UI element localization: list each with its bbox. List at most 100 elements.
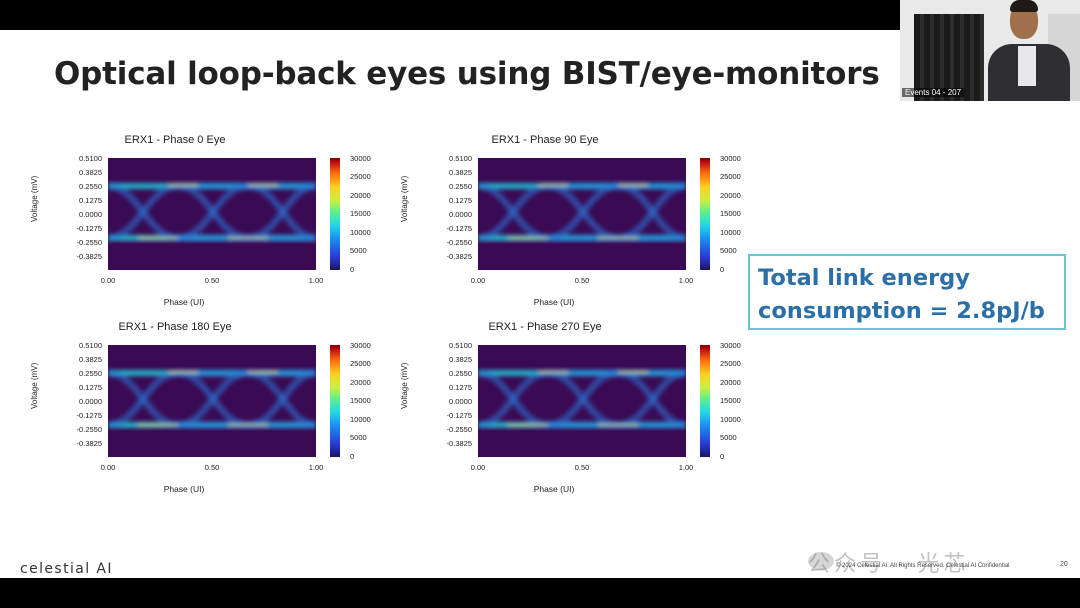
colorbar-tick-label: 30000: [720, 154, 741, 163]
y-tick-label: 0.0000: [449, 210, 472, 219]
colorbar-tick-label: 0: [350, 265, 355, 274]
y-tick-label: 0.2550: [449, 369, 472, 378]
colorbar-tick-label: 15000: [350, 396, 371, 405]
eye-diagram-area: [108, 158, 316, 270]
y-tick-label: -0.3825: [76, 439, 102, 448]
colorbar: [700, 158, 710, 270]
eye-diagram-svg: [108, 369, 316, 429]
footer-copyright: © 2024 Celestial AI. All Rights Reserved…: [836, 563, 1010, 569]
y-tick-label: -0.2550: [76, 425, 102, 434]
eye-diagram-area: [478, 158, 686, 270]
x-tick-label: 0.00: [470, 276, 486, 285]
colorbar: [700, 345, 710, 457]
eye-plot-phase-0: ERX1 - Phase 0 Eye Voltage (mV) 0.5100 0.38…: [30, 134, 394, 314]
y-tick-label: 0.0000: [79, 397, 102, 406]
colorbar-tick-label: 20000: [350, 378, 371, 387]
colorbar-tick-label: 20000: [720, 378, 741, 387]
curtain: [914, 14, 984, 101]
eye-diagram-area: [478, 345, 686, 457]
y-tick-label: -0.2550: [446, 238, 472, 247]
colorbar-tick-label: 25000: [720, 172, 741, 181]
company-logo: celestial AI: [20, 561, 113, 577]
y-tick-label: 0.5100: [449, 341, 472, 350]
y-tick-label: 0.2550: [79, 369, 102, 378]
y-tick-label: -0.1275: [446, 224, 472, 233]
y-tick-label: 0.3825: [449, 168, 472, 177]
colorbar-tick-label: 5000: [350, 433, 367, 442]
colorbar-tick-label: 0: [350, 452, 355, 461]
colorbar-tick-label: 0: [720, 265, 725, 274]
x-tick-label: 0.00: [470, 463, 486, 472]
energy-callout: Total link energy consumption = 2.8pJ/b: [748, 254, 1066, 330]
colorbar-tick-label: 10000: [350, 415, 371, 424]
y-tick-label: 0.3825: [449, 355, 472, 364]
energy-callout-line1: Total link energy: [758, 265, 970, 291]
y-axis-label: Voltage (mV): [30, 362, 39, 409]
y-tick-label: 0.0000: [79, 210, 102, 219]
colorbar-tick-label: 5000: [350, 246, 367, 255]
y-tick-label: 0.0000: [449, 397, 472, 406]
colorbar-tick-label: 5000: [720, 433, 737, 442]
eye-diagram-svg: [478, 369, 686, 429]
colorbar-tick-label: 20000: [350, 191, 371, 200]
plot-title: ERX1 - Phase 270 Eye: [488, 321, 602, 333]
colorbar-tick-label: 15000: [350, 209, 371, 218]
webcam-label: Events 04 - 207: [902, 88, 965, 97]
y-tick-label: -0.1275: [76, 224, 102, 233]
x-axis-label: Phase (UI): [163, 484, 205, 494]
y-tick-label: 0.1275: [79, 383, 102, 392]
colorbar-tick-label: 25000: [350, 359, 371, 368]
y-axis-label: Voltage (mV): [400, 362, 409, 409]
x-tick-label: 1.00: [308, 463, 324, 472]
colorbar-tick-label: 0: [720, 452, 725, 461]
colorbar-tick-label: 15000: [720, 209, 741, 218]
colorbar-tick-label: 10000: [720, 228, 741, 237]
y-tick-label: -0.2550: [76, 238, 102, 247]
y-tick-label: 0.2550: [449, 182, 472, 191]
presenter-shirt: [1018, 46, 1036, 86]
colorbar: [330, 345, 340, 457]
colorbar-tick-label: 10000: [350, 228, 371, 237]
colorbar-tick-label: 10000: [720, 415, 741, 424]
y-tick-label: 0.1275: [449, 383, 472, 392]
y-tick-label: 0.5100: [449, 154, 472, 163]
eye-diagram-svg: [478, 182, 686, 242]
colorbar-tick-label: 25000: [350, 172, 371, 181]
slide-title: Optical loop-back eyes using BIST/eye-mo…: [54, 56, 880, 92]
y-tick-label: 0.5100: [79, 341, 102, 350]
colorbar: [330, 158, 340, 270]
x-axis-label: Phase (UI): [533, 484, 575, 494]
eye-plot-phase-270: ERX1 - Phase 270 Eye Voltage (mV) 0.5100 0.…: [400, 321, 764, 501]
x-tick-label: 0.50: [204, 276, 220, 285]
colorbar-tick-label: 20000: [720, 191, 741, 200]
x-tick-label: 0.50: [574, 463, 590, 472]
x-tick-label: 0.00: [100, 463, 116, 472]
x-axis-label: Phase (UI): [533, 297, 575, 307]
y-axis-label: Voltage (mV): [400, 175, 409, 222]
webcam-overlay: Events 04 - 207: [900, 0, 1080, 101]
eye-plot-phase-90: ERX1 - Phase 90 Eye Voltage (mV) 0.5100 0.3…: [400, 134, 764, 314]
page-number: 20: [1060, 561, 1068, 568]
x-tick-label: 0.00: [100, 276, 116, 285]
colorbar-tick-label: 30000: [350, 341, 371, 350]
y-axis-label: Voltage (mV): [30, 175, 39, 222]
plot-title: ERX1 - Phase 0 Eye: [124, 134, 226, 146]
plot-title: ERX1 - Phase 180 Eye: [118, 321, 232, 333]
eye-plot-phase-180: ERX1 - Phase 180 Eye Voltage (mV) 0.5100 0.…: [30, 321, 394, 501]
y-tick-label: -0.3825: [446, 252, 472, 261]
y-tick-label: -0.2550: [446, 425, 472, 434]
plot-title: ERX1 - Phase 90 Eye: [491, 134, 599, 146]
y-tick-label: 0.2550: [79, 182, 102, 191]
x-tick-label: 0.50: [204, 463, 220, 472]
y-tick-label: 0.1275: [79, 196, 102, 205]
y-tick-label: 0.3825: [79, 168, 102, 177]
x-tick-label: 1.00: [678, 276, 694, 285]
x-axis-label: Phase (UI): [163, 297, 205, 307]
energy-callout-line2: consumption = 2.8pJ/b: [758, 298, 1045, 324]
eye-diagram-svg: [108, 182, 316, 242]
watermark: 公众号 · 光芯: [808, 551, 970, 576]
wechat-watermark-icon: [808, 552, 834, 570]
presenter-hair: [1010, 0, 1038, 12]
y-tick-label: 0.5100: [79, 154, 102, 163]
y-tick-label: 0.1275: [449, 196, 472, 205]
